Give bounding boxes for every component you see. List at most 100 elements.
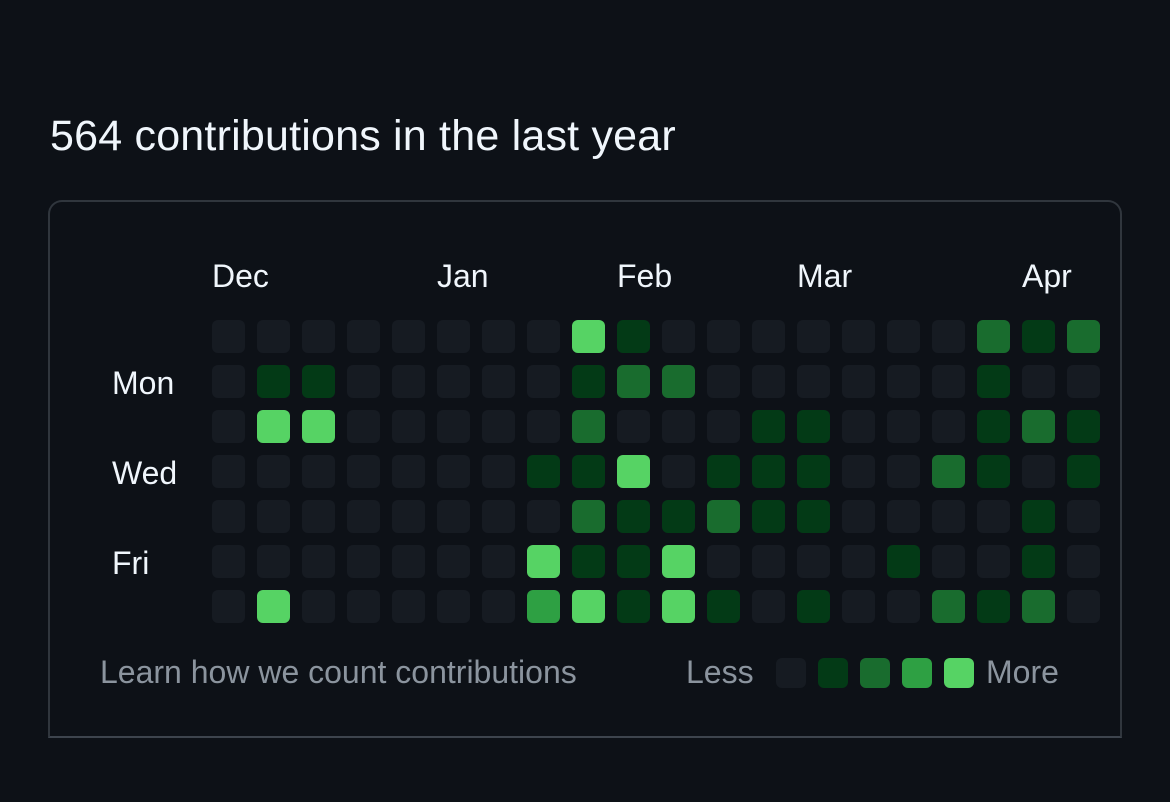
- contribution-cell[interactable]: [212, 590, 245, 623]
- contribution-cell[interactable]: [752, 365, 785, 398]
- contribution-cell[interactable]: [482, 545, 515, 578]
- contribution-cell[interactable]: [302, 590, 335, 623]
- contribution-cell[interactable]: [437, 545, 470, 578]
- contribution-cell[interactable]: [797, 410, 830, 443]
- contribution-cell[interactable]: [932, 500, 965, 533]
- contribution-cell[interactable]: [527, 320, 560, 353]
- contribution-cell[interactable]: [212, 500, 245, 533]
- contribution-cell[interactable]: [887, 320, 920, 353]
- contribution-cell[interactable]: [887, 455, 920, 488]
- contribution-cell[interactable]: [707, 590, 740, 623]
- contribution-cell[interactable]: [887, 500, 920, 533]
- contribution-cell[interactable]: [707, 500, 740, 533]
- contribution-cell[interactable]: [797, 590, 830, 623]
- contribution-cell[interactable]: [572, 455, 605, 488]
- contribution-cell[interactable]: [482, 590, 515, 623]
- contribution-cell[interactable]: [482, 365, 515, 398]
- contribution-cell[interactable]: [257, 365, 290, 398]
- contribution-cell[interactable]: [797, 320, 830, 353]
- contribution-cell[interactable]: [977, 545, 1010, 578]
- contribution-cell[interactable]: [932, 410, 965, 443]
- contribution-cell[interactable]: [572, 410, 605, 443]
- contribution-cell[interactable]: [437, 455, 470, 488]
- contribution-cell[interactable]: [257, 455, 290, 488]
- contribution-cell[interactable]: [302, 320, 335, 353]
- contribution-cell[interactable]: [1067, 320, 1100, 353]
- contribution-cell[interactable]: [617, 320, 650, 353]
- contribution-cell[interactable]: [347, 590, 380, 623]
- contribution-cell[interactable]: [1067, 365, 1100, 398]
- contribution-cell[interactable]: [302, 410, 335, 443]
- contribution-cell[interactable]: [977, 365, 1010, 398]
- contribution-cell[interactable]: [887, 590, 920, 623]
- contribution-cell[interactable]: [1067, 545, 1100, 578]
- learn-contributions-link[interactable]: Learn how we count contributions: [100, 654, 577, 690]
- contribution-cell[interactable]: [752, 455, 785, 488]
- contribution-cell[interactable]: [797, 455, 830, 488]
- contribution-cell[interactable]: [212, 545, 245, 578]
- contribution-cell[interactable]: [482, 320, 515, 353]
- contribution-cell[interactable]: [707, 545, 740, 578]
- contribution-cell[interactable]: [977, 590, 1010, 623]
- contribution-cell[interactable]: [527, 545, 560, 578]
- contribution-cell[interactable]: [482, 500, 515, 533]
- contribution-cell[interactable]: [662, 545, 695, 578]
- contribution-cell[interactable]: [302, 545, 335, 578]
- contribution-cell[interactable]: [527, 590, 560, 623]
- contribution-cell[interactable]: [347, 455, 380, 488]
- contribution-cell[interactable]: [752, 320, 785, 353]
- contribution-cell[interactable]: [212, 365, 245, 398]
- contribution-cell[interactable]: [302, 455, 335, 488]
- contribution-cell[interactable]: [842, 590, 875, 623]
- contribution-cell[interactable]: [932, 365, 965, 398]
- contribution-cell[interactable]: [392, 320, 425, 353]
- contribution-cell[interactable]: [662, 365, 695, 398]
- contribution-cell[interactable]: [257, 500, 290, 533]
- contribution-cell[interactable]: [707, 365, 740, 398]
- contribution-cell[interactable]: [617, 410, 650, 443]
- contribution-cell[interactable]: [212, 410, 245, 443]
- contribution-cell[interactable]: [797, 545, 830, 578]
- contribution-cell[interactable]: [572, 590, 605, 623]
- contribution-cell[interactable]: [482, 455, 515, 488]
- contribution-cell[interactable]: [347, 545, 380, 578]
- contribution-cell[interactable]: [662, 500, 695, 533]
- contribution-cell[interactable]: [527, 500, 560, 533]
- contribution-cell[interactable]: [977, 320, 1010, 353]
- contribution-cell[interactable]: [527, 455, 560, 488]
- contribution-cell[interactable]: [257, 410, 290, 443]
- contribution-cell[interactable]: [707, 455, 740, 488]
- contribution-cell[interactable]: [347, 320, 380, 353]
- contribution-cell[interactable]: [347, 365, 380, 398]
- contribution-cell[interactable]: [1022, 500, 1055, 533]
- contribution-cell[interactable]: [617, 455, 650, 488]
- contribution-cell[interactable]: [617, 365, 650, 398]
- contribution-cell[interactable]: [527, 410, 560, 443]
- contribution-cell[interactable]: [887, 545, 920, 578]
- contribution-cell[interactable]: [392, 410, 425, 443]
- contribution-cell[interactable]: [752, 410, 785, 443]
- contribution-cell[interactable]: [437, 365, 470, 398]
- contribution-cell[interactable]: [1022, 410, 1055, 443]
- contribution-cell[interactable]: [932, 320, 965, 353]
- contribution-cell[interactable]: [797, 365, 830, 398]
- contribution-cell[interactable]: [392, 365, 425, 398]
- contribution-cell[interactable]: [1067, 590, 1100, 623]
- contribution-cell[interactable]: [302, 365, 335, 398]
- contribution-cell[interactable]: [977, 410, 1010, 443]
- contribution-cell[interactable]: [977, 455, 1010, 488]
- contribution-cell[interactable]: [617, 500, 650, 533]
- contribution-cell[interactable]: [347, 500, 380, 533]
- contribution-cell[interactable]: [842, 500, 875, 533]
- contribution-cell[interactable]: [1022, 365, 1055, 398]
- contribution-cell[interactable]: [347, 410, 380, 443]
- contribution-cell[interactable]: [842, 410, 875, 443]
- contribution-cell[interactable]: [977, 500, 1010, 533]
- contribution-cell[interactable]: [842, 545, 875, 578]
- contribution-cell[interactable]: [392, 500, 425, 533]
- contribution-cell[interactable]: [257, 545, 290, 578]
- contribution-cell[interactable]: [1067, 455, 1100, 488]
- contribution-cell[interactable]: [392, 590, 425, 623]
- contribution-cell[interactable]: [617, 545, 650, 578]
- contribution-cell[interactable]: [887, 410, 920, 443]
